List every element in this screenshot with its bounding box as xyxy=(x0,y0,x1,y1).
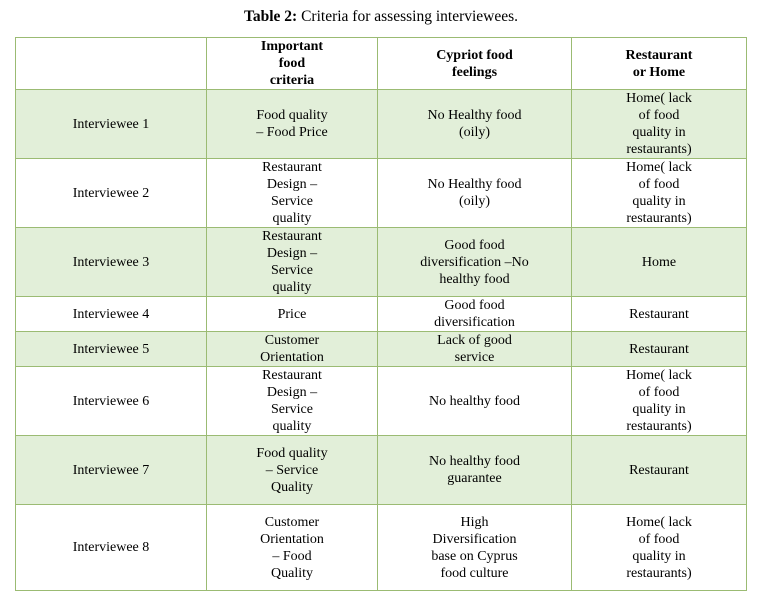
cell-text: Good food diversification xyxy=(434,298,515,330)
table-cell: Home xyxy=(571,227,747,297)
table-cell: Restaurant Design – Service quality xyxy=(206,158,378,228)
table-cell: Restaurant xyxy=(571,435,747,505)
table-cell: Home( lack of food quality in restaurant… xyxy=(571,366,747,436)
cell-text: Food quality – Food Price xyxy=(256,108,328,140)
table-cell: Interviewee 4 xyxy=(15,296,207,332)
cell-text: Restaurant Design – Service quality xyxy=(262,160,322,226)
header-cell: Important food criteria xyxy=(206,37,378,90)
table-row: Interviewee 1 Food quality – Food Price No… xyxy=(15,89,747,159)
cell-text: Important food criteria xyxy=(260,39,324,88)
table-caption: Table 2: Criteria for assessing intervie… xyxy=(0,8,762,26)
caption-label: Table 2: xyxy=(243,8,298,25)
cell-text: Interviewee 3 xyxy=(72,254,150,270)
cell-text: Food quality – Service Quality xyxy=(256,445,328,495)
table-cell: Interviewee 8 xyxy=(15,504,207,591)
table-cell: Interviewee 3 xyxy=(15,227,207,297)
table-row: Interviewee 3 Restaurant Design – Service… xyxy=(15,227,747,297)
table-cell: Interviewee 6 xyxy=(15,366,207,436)
criteria-table: Important food criteria Cypriot food feel… xyxy=(15,37,747,591)
cell-text: Interviewee 7 xyxy=(72,462,150,478)
cell-text: No healthy food guarantee xyxy=(429,454,520,486)
cell-text: Restaurant Design – Service quality xyxy=(262,229,322,295)
table-cell: No Healthy food (oily) xyxy=(377,89,572,159)
cell-text: Interviewee 8 xyxy=(72,540,150,555)
table-cell: No healthy food xyxy=(377,366,572,436)
table-row: Interviewee 4 Price Good food diversificat… xyxy=(15,296,747,332)
table-row: Interviewee 6 Restaurant Design – Service… xyxy=(15,366,747,436)
cell-text: Lack of good service xyxy=(437,333,512,365)
table-cell: Interviewee 7 xyxy=(15,435,207,505)
cell-text: Restaurant or Home xyxy=(625,47,693,80)
table-cell: Restaurant xyxy=(571,331,747,367)
cell-text: Customer Orientation xyxy=(260,333,324,365)
table-cell: Price xyxy=(206,296,378,332)
table-cell: Restaurant xyxy=(571,296,747,332)
cell-text: Interviewee 4 xyxy=(72,306,150,322)
cell-text: Good food diversification –No healthy fo… xyxy=(420,237,529,287)
cell-text: Interviewee 1 xyxy=(72,116,150,132)
cell-text: High Diversification base on Cyprus food… xyxy=(431,514,518,581)
table-cell: No healthy food guarantee xyxy=(377,435,572,505)
cell-text: Customer Orientation – Food Quality xyxy=(260,514,324,581)
table-row: Interviewee 7 Food quality – Service Qual… xyxy=(15,435,747,505)
cell-text: Home( lack of food quality in restaurant… xyxy=(626,514,692,581)
table-cell: Interviewee 5 xyxy=(15,331,207,367)
table-cell: Good food diversification xyxy=(377,296,572,332)
table-row: Interviewee 5 Customer Orientation Lack of… xyxy=(15,331,747,367)
cell-text: Home xyxy=(641,254,677,270)
table-cell: Home( lack of food quality in restaurant… xyxy=(571,504,747,591)
cell-text: Restaurant Design – Service quality xyxy=(262,368,322,434)
table-cell: High Diversification base on Cyprus food… xyxy=(377,504,572,591)
cell-text: Home( lack of food quality in restaurant… xyxy=(626,368,692,434)
cell-text: Restaurant xyxy=(629,462,689,478)
table-cell: Restaurant Design – Service quality xyxy=(206,227,378,297)
caption-text: Criteria for assessing interviewees. xyxy=(301,8,519,25)
cell-text: Home( lack of food quality in restaurant… xyxy=(626,160,692,226)
table-cell: Food quality – Service Quality xyxy=(206,435,378,505)
table-cell: Interviewee 1 xyxy=(15,89,207,159)
cell-text: Price xyxy=(277,306,307,322)
table-cell: Lack of good service xyxy=(377,331,572,367)
table-cell: Restaurant Design – Service quality xyxy=(206,366,378,436)
cell-text: Cypriot food feelings xyxy=(436,47,513,80)
table-cell: Home( lack of food quality in restaurant… xyxy=(571,158,747,228)
header-cell xyxy=(15,37,207,90)
header-cell: Restaurant or Home xyxy=(571,37,747,90)
table-cell: No Healthy food (oily) xyxy=(377,158,572,228)
table-cell: Customer Orientation xyxy=(206,331,378,367)
cell-text: Interviewee 5 xyxy=(72,341,150,357)
header-row: Important food criteria Cypriot food feel… xyxy=(15,37,747,90)
table-row: Interviewee 2 Restaurant Design – Service… xyxy=(15,158,747,228)
table-cell: Food quality – Food Price xyxy=(206,89,378,159)
cell-text: Interviewee 6 xyxy=(72,393,150,409)
table-row: Interviewee 8 Customer Orientation – Food… xyxy=(15,504,747,591)
table-cell: Home( lack of food quality in restaurant… xyxy=(571,89,747,159)
cell-text: No Healthy food (oily) xyxy=(427,108,522,140)
cell-text: Interviewee 2 xyxy=(72,185,150,201)
cell-text: Home( lack of food quality in restaurant… xyxy=(626,91,692,157)
table-cell: Interviewee 2 xyxy=(15,158,207,228)
cell-text: Restaurant xyxy=(629,306,689,322)
cell-text: No healthy food xyxy=(429,393,520,409)
cell-text: Restaurant xyxy=(629,341,689,357)
table-cell: Customer Orientation – Food Quality xyxy=(206,504,378,591)
cell-text: No Healthy food (oily) xyxy=(427,177,522,209)
table-cell: Good food diversification –No healthy fo… xyxy=(377,227,572,297)
header-cell: Cypriot food feelings xyxy=(377,37,572,90)
